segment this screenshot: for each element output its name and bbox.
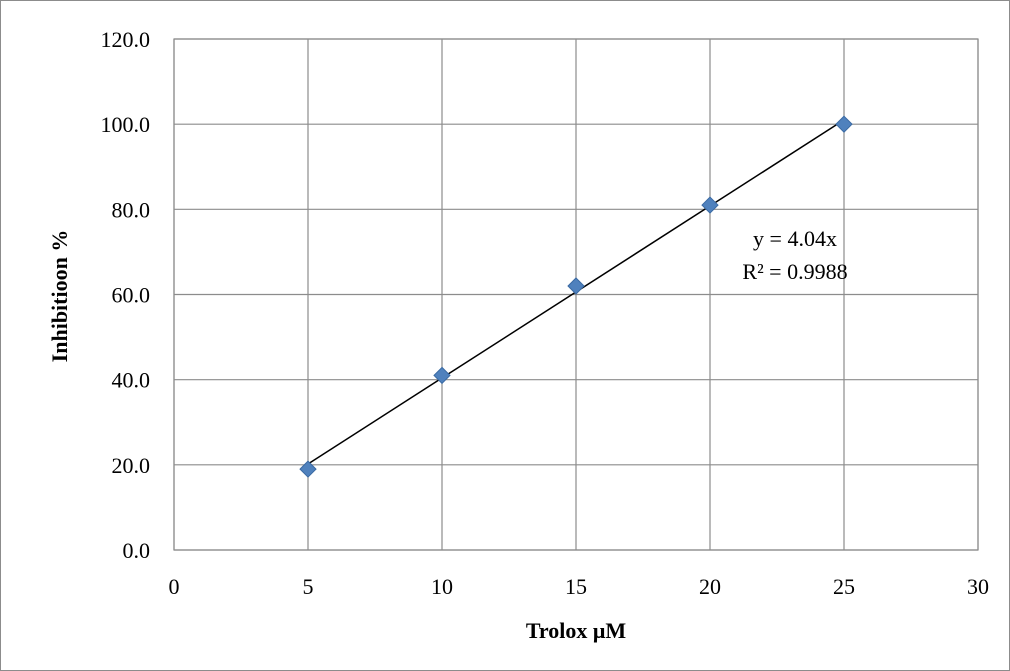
y-tick-label: 20.0: [112, 453, 151, 478]
y-tick-label: 100.0: [101, 112, 151, 137]
x-axis-title: Trolox μM: [526, 618, 626, 643]
x-tick-label: 25: [833, 574, 855, 599]
data-point: [835, 115, 853, 133]
r-squared-label: R² = 0.9988: [742, 259, 847, 284]
y-tick-label: 60.0: [112, 283, 151, 308]
data-points: [299, 115, 853, 478]
x-tick-label: 0: [169, 574, 180, 599]
data-point: [701, 196, 719, 214]
y-tick-label: 120.0: [101, 27, 151, 52]
x-tick-label: 30: [967, 574, 989, 599]
y-axis-title: Inhibitioon %: [47, 230, 72, 363]
y-tick-label: 40.0: [112, 368, 151, 393]
x-tick-label: 5: [303, 574, 314, 599]
x-tick-label: 10: [431, 574, 453, 599]
trendline-equation-label: y = 4.04x: [753, 226, 837, 251]
tick-labels: 0 5 10 15 20 25 30 0.0 20.0 40.0 60.0 80.0 100.0 120.…: [101, 27, 990, 599]
plot-area-border: [173, 38, 979, 551]
y-tick-label: 0.0: [123, 538, 151, 563]
y-tick-label: 80.0: [112, 197, 151, 222]
x-tick-label: 20: [699, 574, 721, 599]
data-point: [567, 277, 585, 295]
data-point: [433, 366, 451, 385]
data-point: [299, 460, 317, 478]
x-tick-label: 15: [565, 574, 587, 599]
